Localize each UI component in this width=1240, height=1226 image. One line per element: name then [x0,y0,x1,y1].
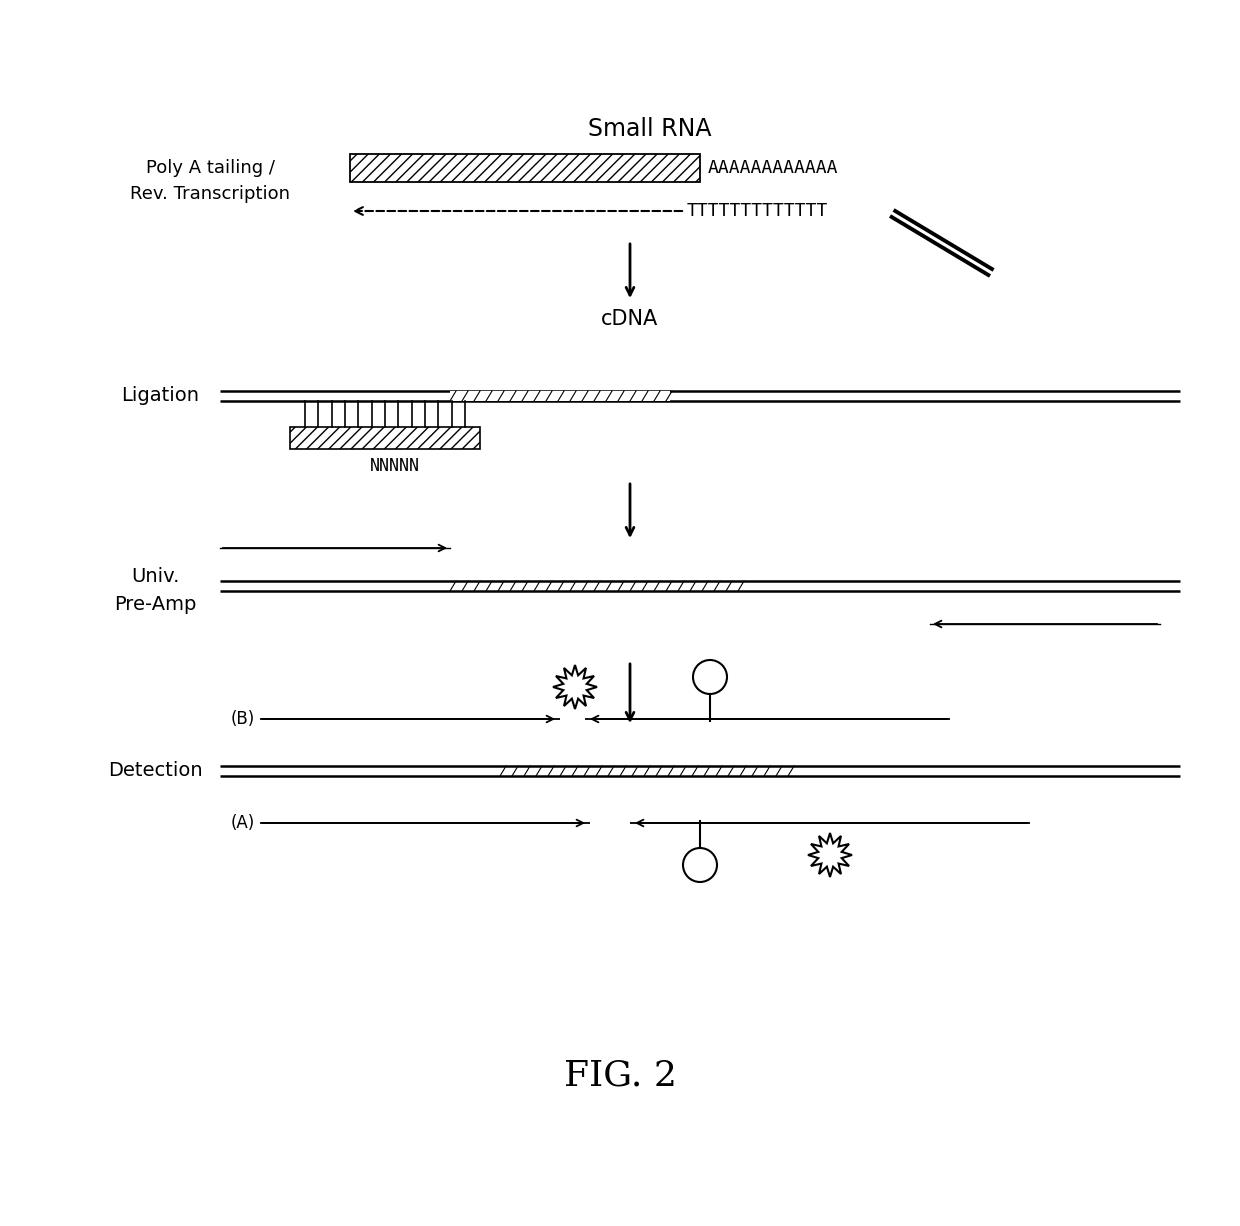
Bar [450,391,670,401]
Bar [290,427,480,449]
Text: TTTTTTTTTTTTT: TTTTTTTTTTTTT [687,202,828,219]
Circle shape [693,660,727,694]
Text: cDNA: cDNA [601,309,658,329]
Text: Ligation: Ligation [122,386,198,406]
Text: Poly A tailing /
Rev. Transcription: Poly A tailing / Rev. Transcription [130,159,290,204]
Text: FIG. 2: FIG. 2 [563,1059,677,1094]
Text: Univ.
Pre-Amp: Univ. Pre-Amp [114,568,196,614]
Polygon shape [553,664,596,709]
Bar [350,154,701,181]
Text: (A): (A) [231,814,255,832]
Text: NNNNN: NNNNN [370,457,419,474]
Polygon shape [808,832,852,877]
Circle shape [683,848,717,881]
Text: (B): (B) [231,710,255,728]
Text: AAAAAAAAAAAA: AAAAAAAAAAAA [708,159,838,177]
Text: Small RNA: Small RNA [588,116,712,141]
Text: Detection: Detection [108,761,202,781]
